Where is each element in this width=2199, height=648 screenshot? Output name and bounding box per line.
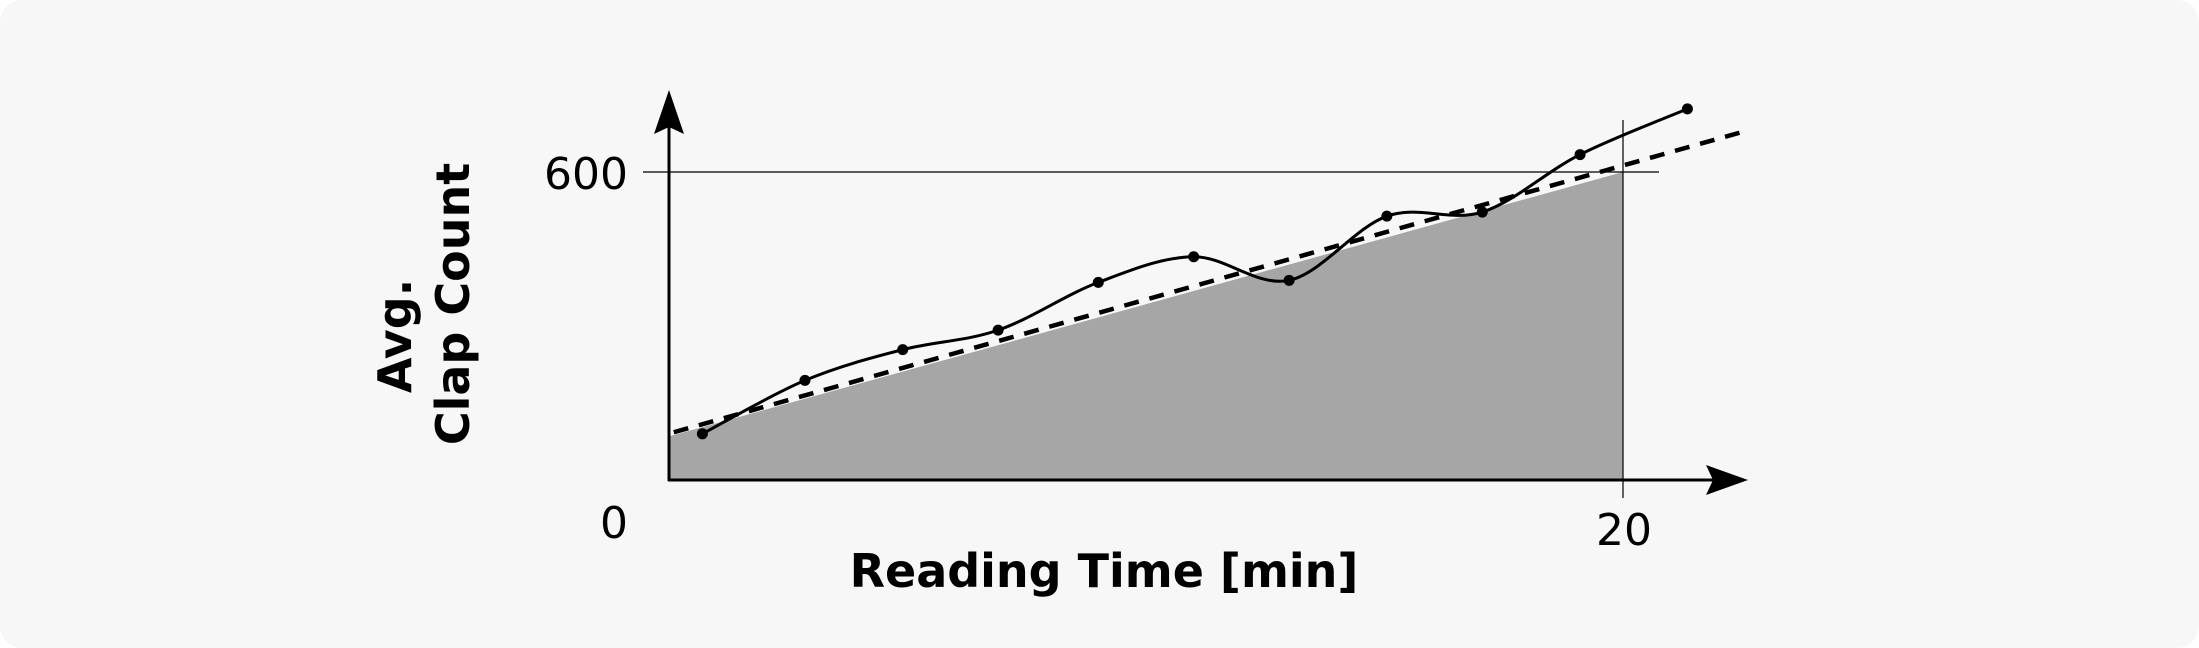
shaded-area bbox=[669, 172, 1623, 480]
data-point-9 bbox=[1574, 149, 1586, 161]
x-axis-arrowhead bbox=[1706, 465, 1748, 495]
y-axis-label-line-1: Avg. bbox=[368, 279, 422, 393]
data-point-5 bbox=[1188, 251, 1200, 263]
data-point-8 bbox=[1476, 206, 1488, 218]
y-tick-label-600: 600 bbox=[544, 149, 628, 200]
x-tick-label-0: 0 bbox=[600, 498, 628, 549]
data-point-3 bbox=[992, 324, 1004, 336]
x-tick-label-20: 20 bbox=[1596, 505, 1652, 556]
data-point-6 bbox=[1283, 274, 1295, 286]
data-point-1 bbox=[799, 374, 811, 386]
data-point-7 bbox=[1381, 210, 1393, 222]
y-axis-label-line-2: Clap Count bbox=[426, 163, 480, 445]
trend-line bbox=[673, 129, 1743, 435]
x-axis-label: Reading Time [min] bbox=[850, 544, 1359, 598]
y-axis-arrowhead bbox=[654, 90, 684, 134]
data-point-10 bbox=[1681, 103, 1693, 115]
data-point-0 bbox=[696, 428, 708, 440]
data-point-2 bbox=[897, 344, 909, 356]
data-point-4 bbox=[1092, 276, 1104, 288]
